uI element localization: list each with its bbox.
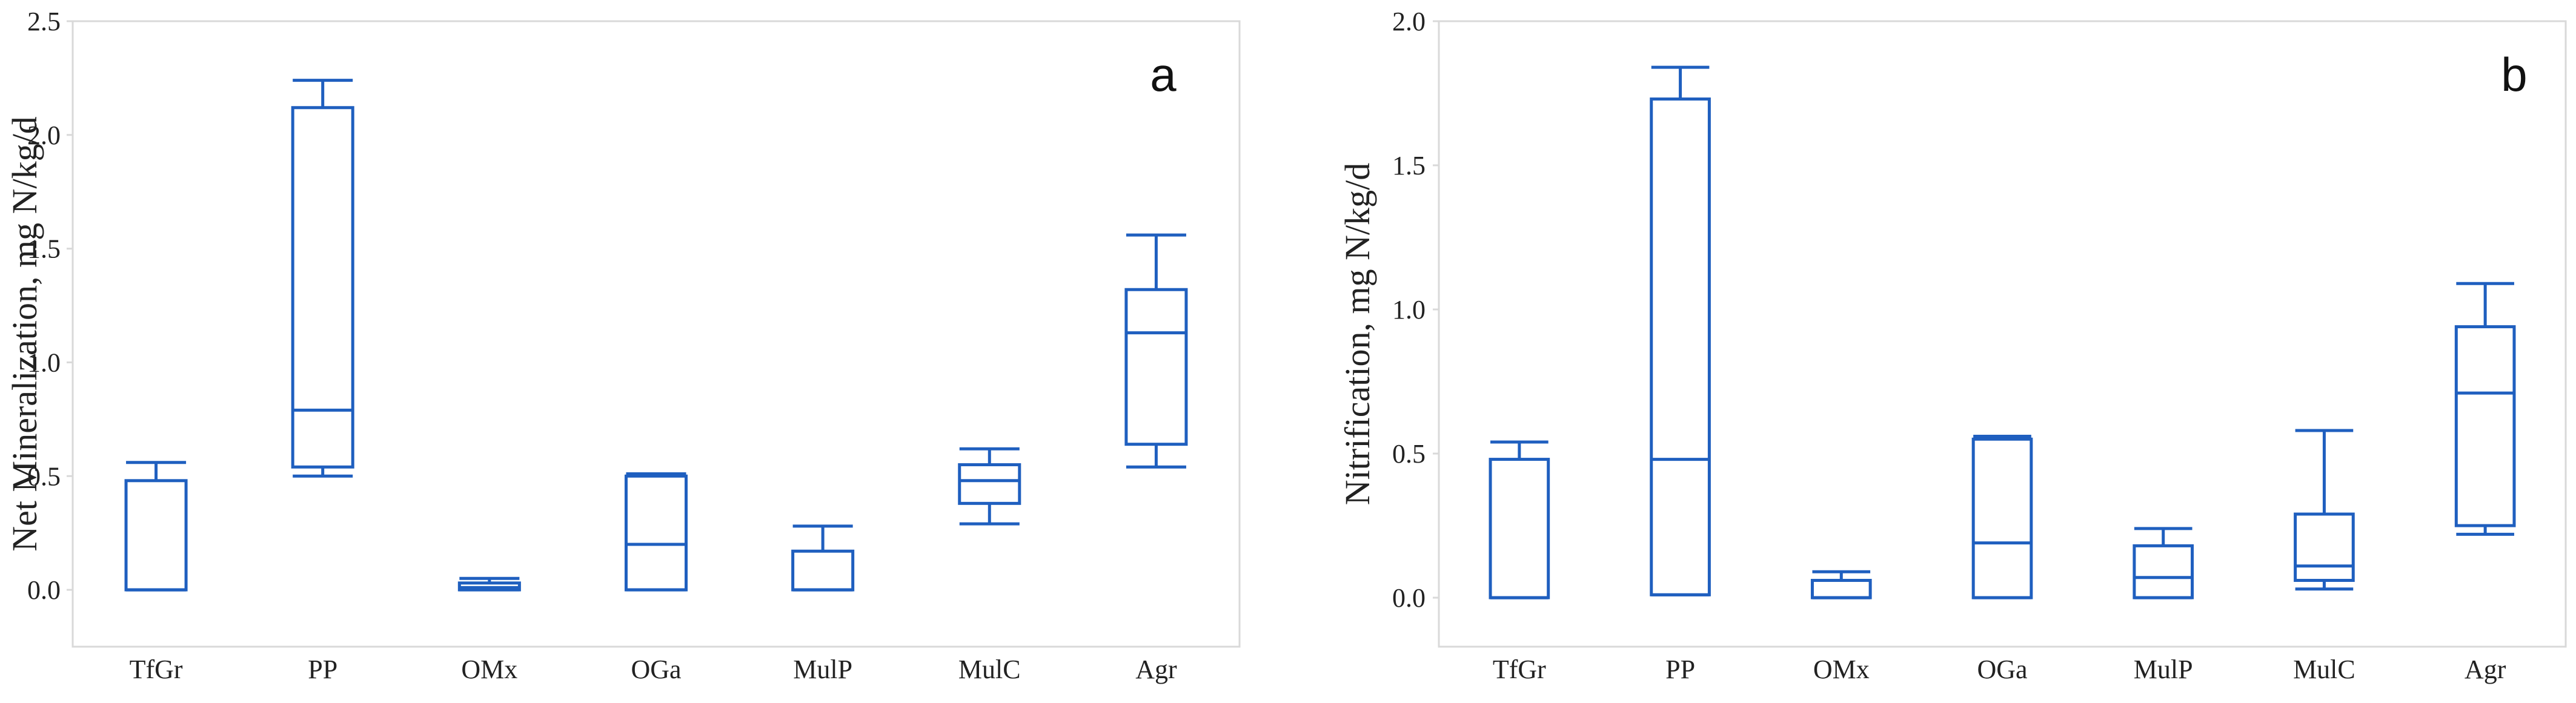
x-tick-label-omx: OMx [1813,655,1870,684]
y-tick-label: 0.0 [1392,583,1426,613]
iqr-box [124,479,188,592]
iqr-box [2133,544,2194,599]
box-agr [1124,233,1188,469]
iqr-box [1650,97,1711,596]
x-tick-label-oga: OGa [631,655,681,684]
box-omx [1810,570,1872,599]
iqr-box [2454,325,2516,527]
x-tick-label-mulp: MulP [2134,655,2193,684]
y-tick-label: 0.5 [1392,439,1426,469]
y-tick-label: 2.0 [1392,7,1426,36]
iqr-box [1124,288,1188,446]
iqr-box [624,474,688,592]
y-tick-label: 2.0 [27,120,61,150]
iqr-box [291,106,354,469]
y-axis-label: Net Mineralization, mg N/kg/d [5,116,44,551]
iqr-box [958,463,1021,505]
box-mulc [2294,429,2355,591]
iqr-box [1971,437,2033,599]
x-tick-label-mulc: MulC [958,655,1021,684]
box-mulp [791,524,855,592]
panel-label: b [2501,48,2527,101]
box-tfgr [124,461,188,592]
plot-frame [1438,20,2567,648]
y-axis-label: Nitrification, mg N/kg/d [1338,163,1377,505]
box-mulp [2133,527,2194,599]
y-tick-label: 2.5 [27,7,61,36]
iqr-box [1489,458,1550,599]
x-tick-label-mulp: MulP [793,655,852,684]
x-tick-label-agr: Agr [2465,655,2506,684]
y-tick-label: 0.0 [27,575,61,605]
box-oga [1971,434,2033,599]
iqr-box [1810,579,1872,599]
box-pp [291,79,354,478]
x-tick-label-oga: OGa [1977,655,2027,684]
y-tick-label: 1.0 [1392,295,1426,325]
box-agr [2454,282,2516,536]
y-tick-label: 1.0 [27,348,61,377]
plot-frame [71,20,1241,648]
panel-a-net-mineralization: 0.0 0.5 1.0 1.5 2.0 2.5 TfGr PP OMx OGa MulP MulC Ag… [5,7,1241,684]
box-pp [1650,65,1711,596]
x-tick-label-agr: Agr [1135,655,1177,684]
x-tick-label-tfgr: TfGr [1493,655,1546,684]
x-tick-label-mulc: MulC [2293,655,2355,684]
y-tick-label: 1.5 [1392,151,1426,180]
box-omx [457,576,521,592]
iqr-box [791,549,855,592]
box-mulc [958,447,1021,526]
y-tick-label: 0.5 [27,461,61,491]
panel-b-nitrification: 0.0 0.5 1.0 1.5 2.0 TfGr PP OMx OGa MulP MulC Agr Ni… [1338,7,2567,684]
panel-label: a [1150,48,1177,101]
box-tfgr [1489,440,1550,599]
box-oga [624,472,688,592]
x-tick-label-pp: PP [308,655,337,684]
x-tick-label-tfgr: TfGr [130,655,183,684]
y-tick-label: 1.5 [27,234,61,264]
x-tick-label-omx: OMx [461,655,517,684]
iqr-box [2294,512,2355,583]
x-tick-label-pp: PP [1665,655,1695,684]
